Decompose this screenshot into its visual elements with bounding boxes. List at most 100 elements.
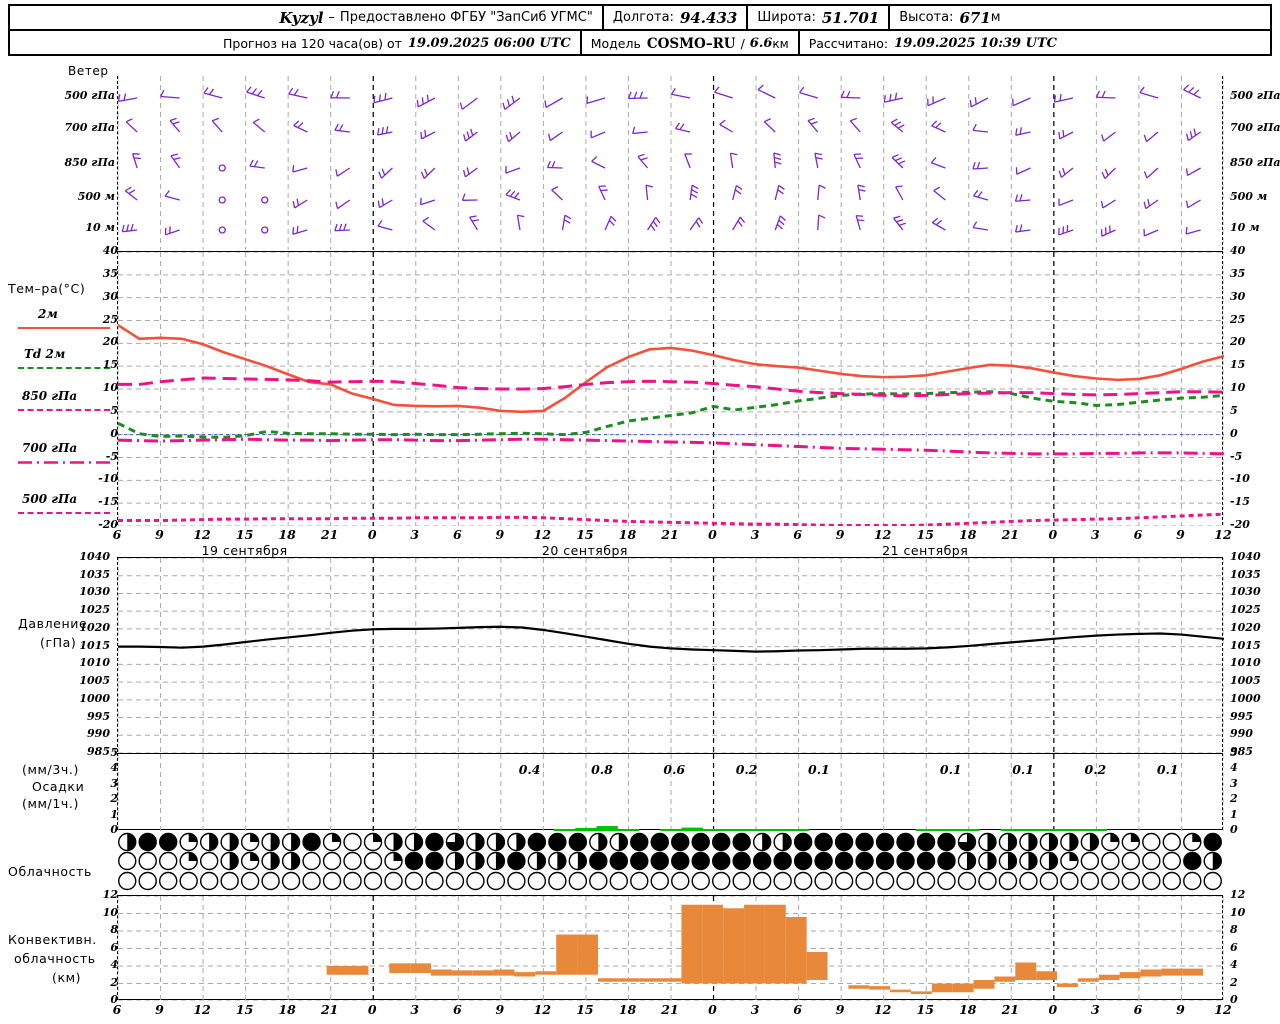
header-divider [797,31,800,56]
time-axis-label: 21 [320,1002,339,1017]
axis-tick: 8 [1230,923,1238,936]
provided-by-text: Предоставлено ФГБУ "ЗапСиб УГМС" [339,10,593,25]
header-box: Kyzyl – Предоставлено ФГБУ "ЗапСиб УГМС"… [8,4,1272,56]
axis-tick: -5 [1230,449,1243,463]
model-label: Модель [590,36,641,51]
legend-label-500hpa: 500 гПа [22,492,78,506]
precip-value-label: 0.2 [735,762,758,777]
axis-tick: 2 [110,792,118,806]
axis-tick: 990 [87,727,110,741]
axis-tick: 1010 [79,656,110,670]
axis-tick: 20 [1230,335,1246,349]
computed-time: 19.09.2025 10:39 UTC [894,36,1057,51]
axis-tick: 0 [110,993,118,1006]
time-axis-label: 0 [1048,527,1058,542]
time-axis-label: 0 [708,527,717,542]
axis-tick: 2 [110,975,118,989]
header-row-forecast: Прогноз на 120 часа(ов) от 19.09.2025 06… [10,31,1270,56]
header-station-seg: Kyzyl – Предоставлено ФГБУ "ЗапСиб УГМС" [270,9,601,27]
temperature-panel-title: Тем–ра(°C) [8,281,86,296]
axis-tick: 3 [1230,776,1238,790]
time-axis-label: 18 [618,527,637,542]
pressure-panel-unit: (гПа) [40,635,77,650]
header-divider [888,6,891,29]
axis-tick: 25 [1230,312,1246,326]
time-axis-label: 21 [320,527,339,542]
time-axis-label: 15 [916,1002,934,1017]
axis-tick: -15 [1230,495,1250,509]
precip-value-label: 0.4 [518,762,541,777]
time-axis-label: 21 [1001,527,1019,542]
precip-value-label: 0.1 [1012,762,1034,777]
legend-line-td2m [18,367,110,369]
axis-tick: 4 [1230,761,1238,775]
altitude-unit: м [990,10,1001,25]
axis-tick: 10 [1230,905,1246,919]
axis-tick: 1 [110,807,118,821]
axis-tick: 12 [1230,888,1246,901]
time-axis-label: 9 [155,527,164,542]
altitude-value: 671 [959,8,991,27]
axis-tick: 995 [87,709,110,723]
time-axis-label: 3 [410,527,420,542]
axis-tick: 5 [1230,746,1238,759]
axis-tick: 0 [110,426,118,440]
wind-level-label-500m-right: 500 м [1230,190,1268,203]
axis-tick: 1025 [1230,603,1261,617]
wind-level-label-700hpa-right: 700 гПа [1230,121,1280,134]
legend-label-700hpa: 700 гПа [22,441,78,455]
header-forecast-seg: Прогноз на 120 часа(ов) от 19.09.2025 06… [214,36,580,51]
precip-value-label: 0.1 [808,762,830,777]
axis-tick: 1000 [79,691,110,705]
precip-unit-3h: (мм/3ч.) [22,762,79,777]
axis-tick: -10 [98,472,118,486]
time-axis-label: 18 [618,1002,637,1017]
header-latitude-seg: Широта: 51.701 [748,9,888,27]
model-name: COSMO–RU [646,35,736,52]
latitude-label: Широта: [757,10,816,25]
header-model-seg: Модель COSMO–RU / 6.6 км [582,36,798,52]
axis-tick: 1020 [1230,620,1261,634]
convective-panel-title-2: облачность [14,951,96,966]
axis-tick: 1025 [79,603,110,617]
axis-tick: 25 [102,312,118,326]
axis-tick: 1005 [1230,674,1261,688]
legend-label-2m: 2м [38,307,58,321]
precip-value-label: 0.1 [939,762,962,777]
precip-unit-1h: (мм/1ч.) [22,796,79,811]
axis-tick: 0 [110,823,118,836]
time-axis-label: 12 [533,1002,552,1017]
time-axis-label: 18 [959,527,977,542]
axis-tick: 6 [110,940,118,954]
time-axis-label: 21 [1001,1002,1019,1017]
computed-label: Рассчитано: [808,36,889,51]
axis-tick: 40 [102,244,118,257]
axis-tick: 6 [1230,940,1238,954]
time-axis-label: 9 [1176,527,1185,542]
time-axis-label: 15 [916,527,934,542]
axis-tick: 0 [1230,426,1238,440]
cloudiness-panel-title: Облачность [8,864,92,879]
axis-tick: 15 [1230,358,1246,372]
precip-value-label: 0.6 [663,762,686,777]
axis-tick: 5 [1230,403,1238,417]
time-axis-label: 15 [235,527,254,542]
time-axis-label: 0 [367,527,377,542]
wind-level-label-500hpa: 500 гПа [64,89,116,102]
time-axis-label: 6 [112,527,122,542]
convective-panel-title-1: Конвективн. [8,932,97,947]
time-axis-label: 9 [835,1002,845,1017]
axis-tick: 4 [1230,958,1238,971]
header-computed-seg: Рассчитано: 19.09.2025 10:39 UTC [800,36,1066,51]
header-longitude-seg: Долгота: 94.433 [604,9,747,27]
axis-tick: 4 [110,958,118,971]
axis-tick: -15 [98,495,118,509]
time-axis-label: 3 [1091,1002,1100,1017]
axis-tick: 985 [1230,745,1253,758]
axis-tick: -20 [98,518,118,531]
axis-tick: 2 [1230,792,1238,806]
time-axis-label: 9 [495,1002,505,1017]
wind-level-label-500m: 500 м [77,190,115,203]
time-axis-label: 18 [278,1002,296,1017]
wind-level-label-500hpa-right: 500 гПа [1230,89,1280,102]
